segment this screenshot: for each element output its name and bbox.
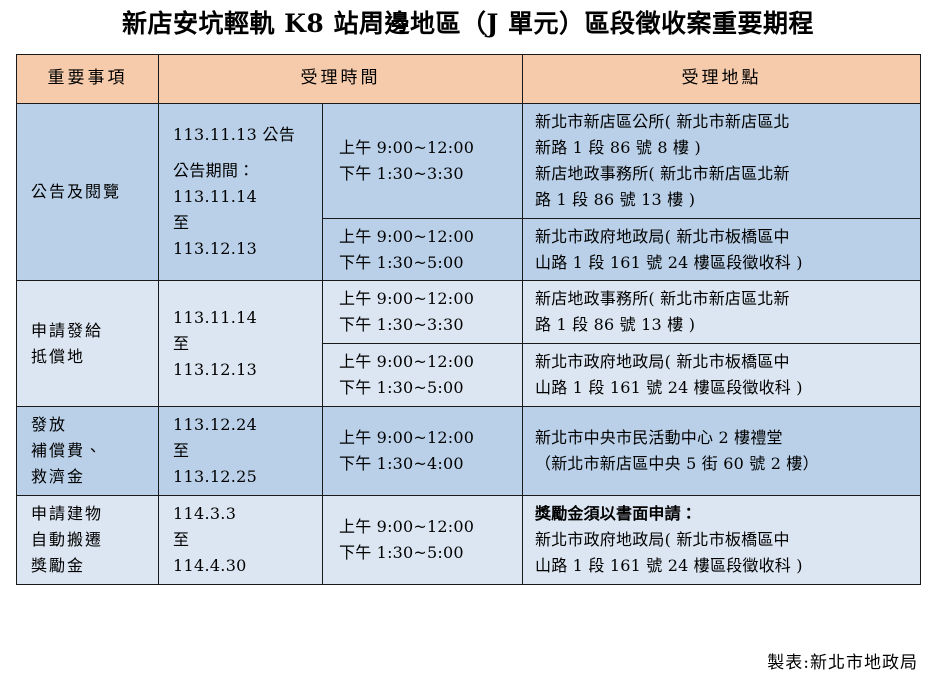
place-line: 新北市中央市民活動中心 2 樓禮堂 <box>535 428 783 448</box>
place-line: 新店地政事務所( 新北市新店區北新 <box>535 289 790 309</box>
cell-time: 上午 9:00~12:00 下午 1:30~3:30 <box>322 280 523 345</box>
date-spacer <box>173 148 314 158</box>
cell-place: 獎勵金須以書面申請： 新北市政府地政局( 新北市板橋區中 山路 1 段 161 … <box>522 494 921 585</box>
cell-place: 新店地政事務所( 新北市新店區北新 路 1 段 86 號 13 樓 ) <box>522 280 921 345</box>
cell-item: 申請建物 自動搬遷 獎勵金 <box>16 494 159 585</box>
date-period-start: 113.11.14 <box>173 187 258 207</box>
time-afternoon: 下午 1:30~5:00 <box>339 252 464 272</box>
table-row: 上午 9:00~12:00 下午 1:30~5:00 新北市政府地政局( 新北市… <box>17 343 921 408</box>
date-to: 至 <box>173 440 190 460</box>
cell-date: 113.11.13 公告 公告期間： 113.11.14 至 113.12.13 <box>158 102 323 282</box>
place-line: 新北市新店區公所( 新北市新店區北 <box>535 112 790 131</box>
time-morning: 上午 9:00~12:00 <box>339 516 475 536</box>
table-row: 公告及閱覽 113.11.13 公告 公告期間： 113.11.14 至 113… <box>16 102 921 282</box>
place-line: 新北市政府地政局( 新北市板橋區中 <box>535 226 790 246</box>
cell-item: 公告及閱覽 <box>16 102 159 282</box>
time-afternoon: 下午 1:30~5:00 <box>339 542 464 562</box>
item-line: 申請發給 <box>31 320 104 340</box>
place-line: 山路 1 段 161 號 24 樓區段徵收科 ) <box>535 378 803 398</box>
cell-item: 申請發給 抵償地 <box>16 280 159 408</box>
table-header: 重要事項 受理時間 受理地點 <box>16 54 921 104</box>
time-afternoon: 下午 1:30~3:30 <box>339 315 464 335</box>
item-line: 救濟金 <box>31 466 86 486</box>
time-morning: 上午 9:00~12:00 <box>339 428 475 448</box>
date-end: 113.12.13 <box>173 359 258 379</box>
time-morning: 上午 9:00~12:00 <box>339 137 475 157</box>
cell-time: 上午 9:00~12:00 下午 1:30~5:00 <box>322 217 523 282</box>
cell-time: 上午 9:00~12:00 下午 1:30~3:30 <box>322 103 523 219</box>
header-row: 重要事項 受理時間 受理地點 <box>16 54 921 104</box>
time-morning: 上午 9:00~12:00 <box>339 352 475 372</box>
cell-place: 新北市政府地政局( 新北市板橋區中 山路 1 段 161 號 24 樓區段徵收科… <box>522 217 921 282</box>
place-line: 新北市政府地政局( 新北市板橋區中 <box>535 352 790 372</box>
cell-time: 上午 9:00~12:00 下午 1:30~4:00 <box>322 406 523 496</box>
item-line: 發放 <box>31 415 68 435</box>
place-note: 獎勵金須以書面申請： <box>535 503 698 523</box>
date-period-to: 至 <box>173 213 190 233</box>
cell-item: 發放 補償費、 救濟金 <box>16 406 159 496</box>
column-header-item: 重要事項 <box>16 54 159 104</box>
place-line: 路 1 段 86 號 13 樓 ) <box>535 189 696 209</box>
cell-date: 113.12.24 至 113.12.25 <box>158 406 323 496</box>
date-end: 114.4.30 <box>173 555 247 575</box>
time-morning: 上午 9:00~12:00 <box>339 289 475 309</box>
table-row: 上午 9:00~12:00 下午 1:30~5:00 新北市政府地政局( 新北市… <box>17 217 921 282</box>
cell-date: 114.3.3 至 114.4.30 <box>158 494 323 585</box>
cell-place: 新北市新店區公所( 新北市新店區北 新路 1 段 86 號 8 樓 ) 新店地政… <box>522 103 921 219</box>
table-body: 公告及閱覽 113.11.13 公告 公告期間： 113.11.14 至 113… <box>16 102 921 585</box>
time-afternoon: 下午 1:30~4:00 <box>339 453 464 473</box>
time-afternoon: 下午 1:30~5:00 <box>339 378 464 398</box>
place-line: 新路 1 段 86 號 8 樓 ) <box>535 137 701 157</box>
table-row: 申請建物 自動搬遷 獎勵金 114.3.3 至 114.4.30 上午 9:00… <box>16 494 921 585</box>
date-to: 至 <box>173 529 190 549</box>
place-line: 路 1 段 86 號 13 樓 ) <box>535 315 696 335</box>
item-line: 補償費、 <box>31 440 104 460</box>
place-line: 新北市政府地政局( 新北市板橋區中 <box>535 529 790 549</box>
cell-time: 上午 9:00~12:00 下午 1:30~5:00 <box>322 343 523 408</box>
table-row: 申請發給 抵償地 113.11.14 至 113.12.13 上午 9:00~1… <box>16 280 921 408</box>
place-line: 新店地政事務所( 新北市新店區北新 <box>535 163 790 183</box>
cell-time: 上午 9:00~12:00 下午 1:30~5:00 <box>322 494 523 585</box>
date-start: 114.3.3 <box>173 503 237 523</box>
item-line: 自動搬遷 <box>31 529 104 549</box>
place-line: 山路 1 段 161 號 24 樓區段徵收科 ) <box>535 252 803 272</box>
date-to: 至 <box>173 333 190 353</box>
cell-place: 新北市中央市民活動中心 2 樓禮堂 （新北市新店區中央 5 街 60 號 2 樓… <box>522 406 921 496</box>
date-start: 113.12.24 <box>173 415 258 435</box>
schedule-table: 重要事項 受理時間 受理地點 公告及閱覽 113.11.13 公告 公告期間： … <box>16 54 921 585</box>
page-title: 新店安坑輕軌 K8 站周邊地區（J 單元）區段徵收案重要期程 <box>121 9 815 38</box>
cell-date: 113.11.14 至 113.12.13 <box>158 280 323 408</box>
footer-credit: 製表:新北市地政局 <box>767 653 918 673</box>
item-line: 申請建物 <box>31 503 104 523</box>
item-line: 抵償地 <box>31 346 86 366</box>
date-end: 113.12.25 <box>173 466 258 486</box>
date-period-end: 113.12.13 <box>173 239 258 259</box>
time-morning: 上午 9:00~12:00 <box>339 226 475 246</box>
item-line: 獎勵金 <box>31 555 86 575</box>
column-header-time: 受理時間 <box>158 54 523 104</box>
date-start: 113.11.14 <box>173 307 258 327</box>
cell-place: 新北市政府地政局( 新北市板橋區中 山路 1 段 161 號 24 樓區段徵收科… <box>522 343 921 408</box>
place-line: （新北市新店區中央 5 街 60 號 2 樓） <box>535 453 819 473</box>
date-period-label: 公告期間： <box>173 161 255 181</box>
table-row: 發放 補償費、 救濟金 113.12.24 至 113.12.25 上午 9:0… <box>16 406 921 496</box>
date-announce: 113.11.13 公告 <box>173 125 296 145</box>
column-header-place: 受理地點 <box>522 54 921 104</box>
time-afternoon: 下午 1:30~3:30 <box>339 163 464 183</box>
place-line: 山路 1 段 161 號 24 樓區段徵收科 ) <box>535 555 803 575</box>
